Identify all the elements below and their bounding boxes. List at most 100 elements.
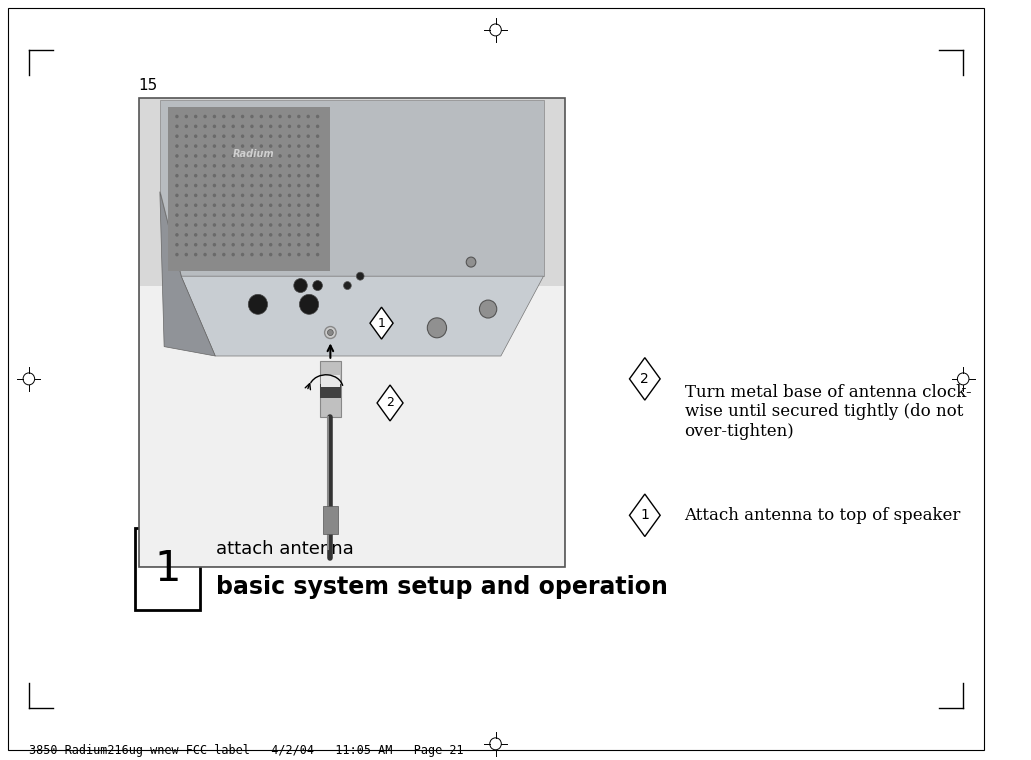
Circle shape [269, 135, 272, 138]
Circle shape [278, 253, 281, 256]
Circle shape [297, 135, 301, 138]
Circle shape [222, 243, 226, 246]
Circle shape [297, 243, 301, 246]
Circle shape [194, 253, 197, 256]
Circle shape [269, 115, 272, 119]
Circle shape [212, 164, 217, 168]
Circle shape [315, 154, 320, 158]
Circle shape [251, 144, 254, 148]
Circle shape [260, 174, 263, 178]
Circle shape [297, 214, 301, 217]
Circle shape [212, 154, 217, 158]
Circle shape [194, 243, 197, 246]
Circle shape [248, 294, 267, 315]
Circle shape [251, 233, 254, 236]
Circle shape [288, 144, 291, 148]
Bar [138, 98, 565, 567]
Circle shape [212, 174, 217, 178]
Polygon shape [630, 358, 660, 400]
Circle shape [231, 174, 235, 178]
Circle shape [357, 272, 364, 280]
Circle shape [260, 233, 263, 236]
Circle shape [297, 154, 301, 158]
Circle shape [269, 144, 272, 148]
Circle shape [241, 164, 244, 168]
Circle shape [260, 154, 263, 158]
Circle shape [185, 115, 188, 119]
Circle shape [466, 257, 476, 267]
Circle shape [251, 115, 254, 119]
Circle shape [203, 243, 207, 246]
Circle shape [288, 184, 291, 187]
Circle shape [175, 154, 178, 158]
Circle shape [288, 174, 291, 178]
Circle shape [306, 214, 310, 217]
Circle shape [343, 281, 352, 290]
Text: 3850 Radium216ug wnew FCC label   4/2/04   11:05 AM   Page 21: 3850 Radium216ug wnew FCC label 4/2/04 1… [29, 744, 464, 757]
Polygon shape [181, 276, 543, 356]
Circle shape [315, 184, 320, 187]
Circle shape [203, 144, 207, 148]
Circle shape [288, 135, 291, 138]
Circle shape [306, 223, 310, 226]
Circle shape [194, 164, 197, 168]
Circle shape [297, 144, 301, 148]
Text: 2: 2 [640, 372, 650, 386]
Circle shape [315, 135, 320, 138]
Circle shape [251, 223, 254, 226]
Circle shape [241, 223, 244, 226]
Text: 1: 1 [377, 317, 386, 330]
Circle shape [222, 164, 226, 168]
Circle shape [241, 135, 244, 138]
Circle shape [288, 214, 291, 217]
Circle shape [203, 233, 207, 236]
Circle shape [194, 135, 197, 138]
Circle shape [185, 174, 188, 178]
Circle shape [278, 204, 281, 207]
Circle shape [269, 253, 272, 256]
Circle shape [185, 144, 188, 148]
Circle shape [231, 184, 235, 187]
Circle shape [231, 164, 235, 168]
Circle shape [175, 243, 178, 246]
Circle shape [222, 233, 226, 236]
Polygon shape [160, 192, 215, 356]
Circle shape [288, 204, 291, 207]
Bar [321, 375, 340, 387]
Circle shape [278, 174, 281, 178]
Circle shape [185, 135, 188, 138]
Circle shape [231, 214, 235, 217]
Circle shape [212, 125, 217, 128]
Circle shape [315, 125, 320, 128]
Circle shape [251, 194, 254, 197]
Circle shape [185, 184, 188, 187]
Circle shape [315, 223, 320, 226]
Circle shape [212, 233, 217, 236]
Circle shape [222, 135, 226, 138]
Circle shape [175, 214, 178, 217]
Circle shape [212, 253, 217, 256]
Circle shape [222, 115, 226, 119]
Circle shape [269, 125, 272, 128]
Circle shape [212, 144, 217, 148]
Circle shape [297, 174, 301, 178]
Circle shape [241, 125, 244, 128]
Circle shape [251, 125, 254, 128]
Polygon shape [370, 307, 393, 339]
Circle shape [175, 223, 178, 226]
Circle shape [222, 174, 226, 178]
Circle shape [222, 214, 226, 217]
Circle shape [278, 135, 281, 138]
Circle shape [328, 330, 333, 335]
Circle shape [212, 194, 217, 197]
Circle shape [269, 164, 272, 168]
Circle shape [306, 164, 310, 168]
Circle shape [241, 253, 244, 256]
Bar [135, 528, 200, 610]
Circle shape [231, 204, 235, 207]
Circle shape [306, 115, 310, 119]
Circle shape [231, 144, 235, 148]
Circle shape [222, 253, 226, 256]
Circle shape [185, 253, 188, 256]
Circle shape [288, 243, 291, 246]
